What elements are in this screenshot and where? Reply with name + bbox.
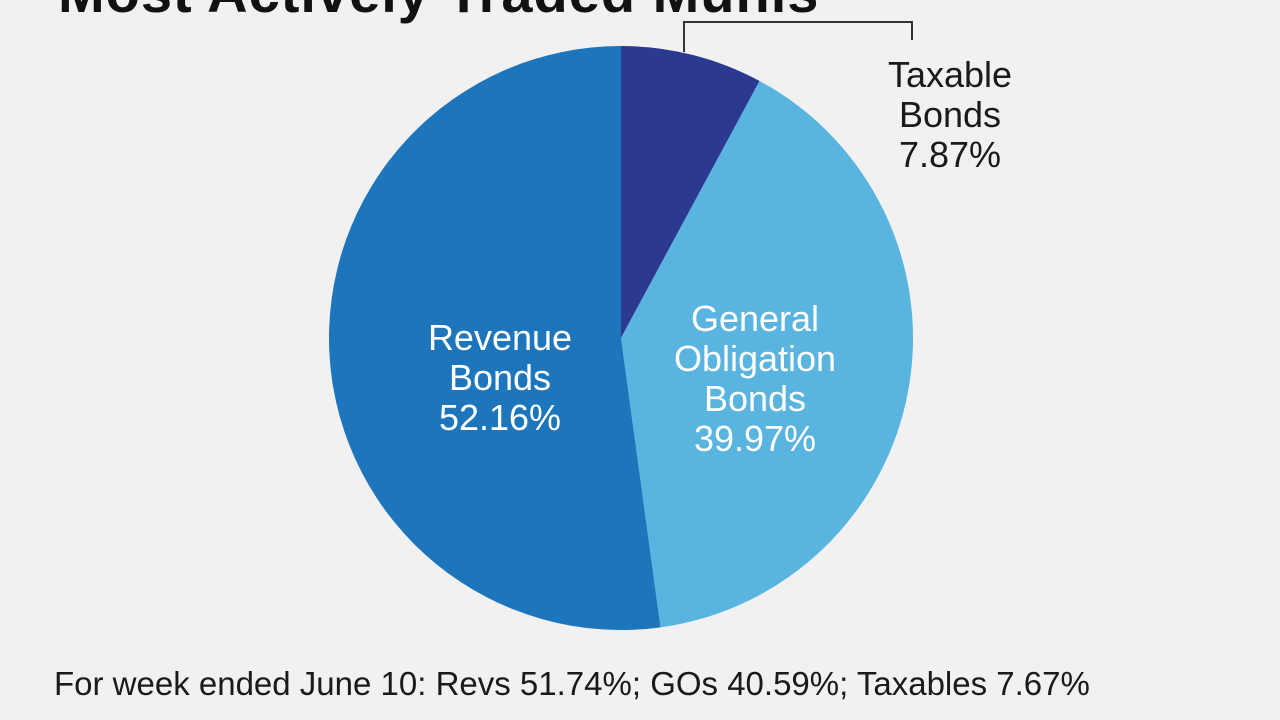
slice-label-taxable-bonds: Taxable Bonds 7.87% <box>888 54 1012 175</box>
pie-slice-revenue-bonds <box>328 46 661 630</box>
pie-slice-taxable-bonds <box>621 46 760 338</box>
chart-title: Most Actively Traded Munis <box>58 0 819 25</box>
pie-slice-general-obligation-bonds <box>621 80 913 628</box>
slice-label-general-obligation-bonds: General Obligation Bonds 39.97% <box>674 298 836 459</box>
leader-line <box>683 21 913 52</box>
chart-footnote: For week ended June 10: Revs 51.74%; GOs… <box>54 665 1090 702</box>
slice-label-revenue-bonds: Revenue Bonds 52.16% <box>428 317 572 438</box>
